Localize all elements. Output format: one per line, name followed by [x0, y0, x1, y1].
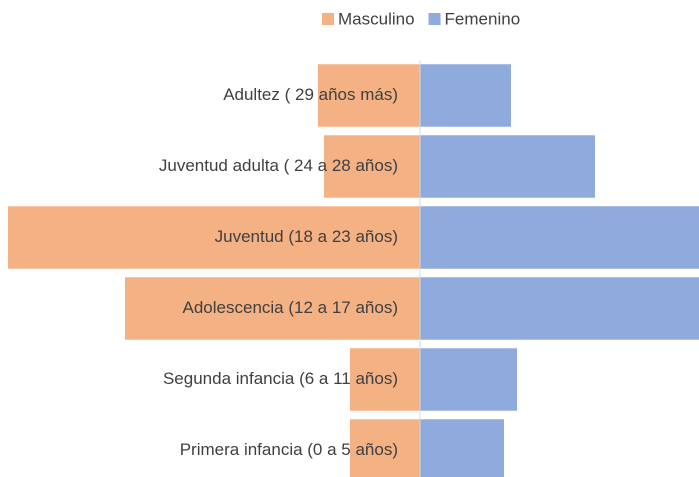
legend-swatch [322, 13, 334, 25]
y-tick-label: Adolescencia (12 a 17 años) [183, 298, 398, 317]
bar [420, 206, 699, 269]
legend-label: Masculino [338, 9, 415, 28]
y-tick-label: Segunda infancia (6 a 11 años) [163, 369, 398, 388]
y-tick-label: Adultez ( 29 años más) [223, 85, 398, 104]
y-tick-label: Primera infancia (0 a 5 años) [180, 440, 398, 459]
bar [420, 135, 595, 198]
bar [350, 348, 420, 411]
legend-label: Femenino [445, 9, 521, 28]
bar [420, 64, 511, 127]
legend-swatch [428, 13, 441, 25]
bar [420, 419, 504, 477]
bar [420, 277, 699, 340]
bar [318, 64, 420, 127]
y-tick-label: Juventud (18 a 23 años) [215, 227, 398, 246]
bar [324, 135, 420, 198]
bar [8, 206, 420, 269]
bar [125, 277, 420, 340]
y-tick-label: Juventud adulta ( 24 a 28 años) [159, 156, 398, 175]
bar [350, 419, 420, 477]
bar [420, 348, 517, 411]
